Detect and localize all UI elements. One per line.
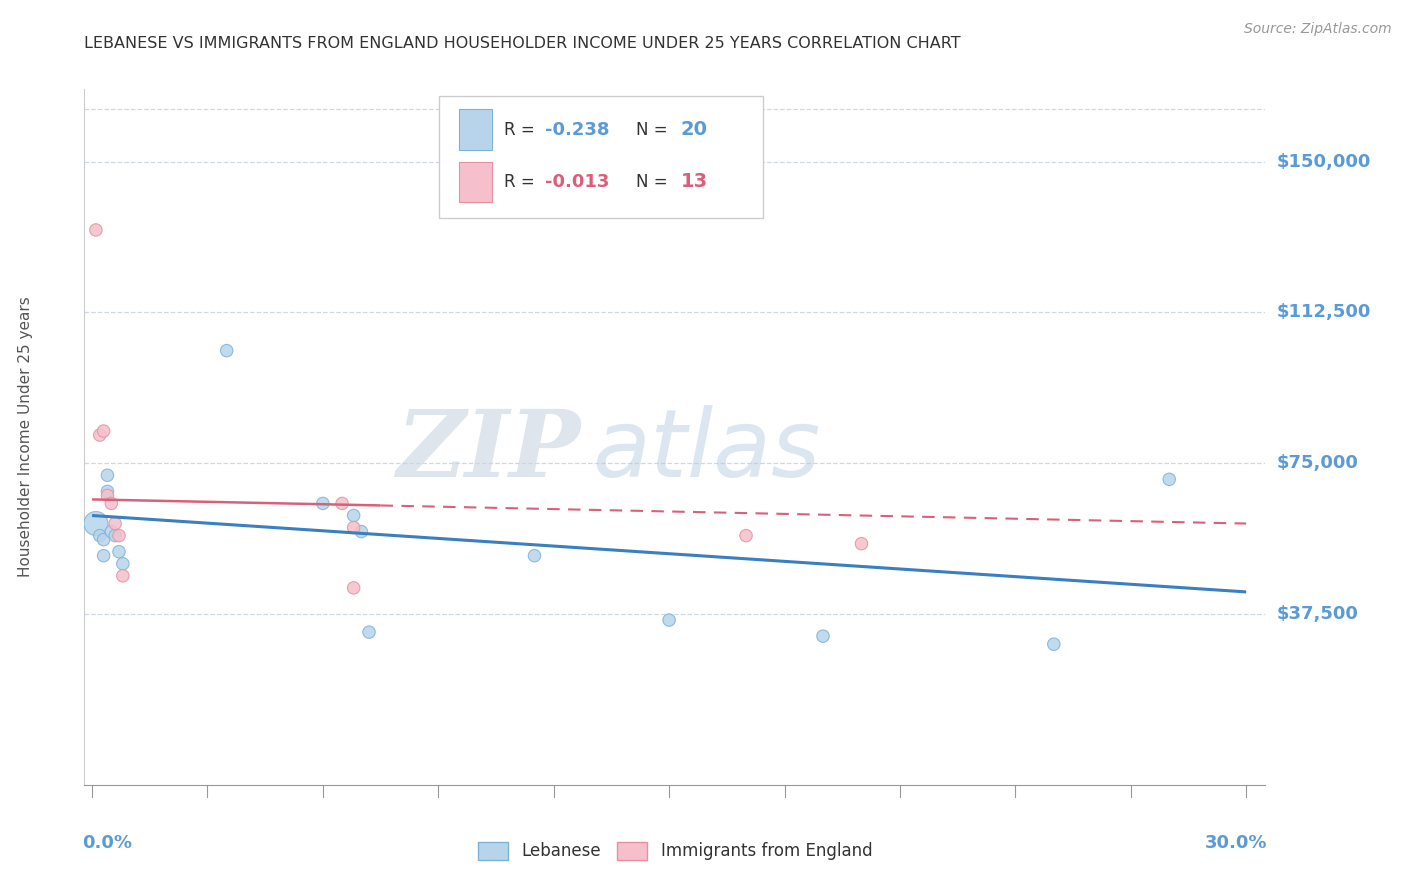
Text: 30.0%: 30.0%: [1205, 834, 1268, 852]
Point: [215, 343, 238, 358]
FancyBboxPatch shape: [458, 110, 492, 150]
Point: [658, 613, 681, 627]
Point: [111, 557, 134, 571]
Text: Source: ZipAtlas.com: Source: ZipAtlas.com: [1244, 22, 1392, 37]
Point: [89, 528, 111, 542]
Point: [811, 629, 834, 643]
Point: [93, 549, 115, 563]
Text: R =: R =: [503, 173, 534, 191]
Text: $75,000: $75,000: [1277, 454, 1358, 472]
Point: [108, 528, 131, 542]
Point: [343, 581, 366, 595]
Text: $112,500: $112,500: [1277, 303, 1371, 321]
Text: R =: R =: [503, 120, 534, 138]
FancyBboxPatch shape: [458, 161, 492, 202]
Point: [523, 549, 546, 563]
Point: [84, 223, 107, 237]
Text: N =: N =: [636, 173, 668, 191]
Point: [96, 488, 118, 502]
Text: -0.013: -0.013: [546, 173, 609, 191]
Point: [330, 496, 353, 510]
Text: Householder Income Under 25 years: Householder Income Under 25 years: [18, 297, 32, 577]
Point: [735, 528, 758, 542]
Point: [100, 524, 122, 539]
Point: [84, 516, 107, 531]
Point: [312, 496, 335, 510]
Text: 20: 20: [681, 120, 707, 139]
Text: ZIP: ZIP: [396, 406, 581, 496]
Text: $150,000: $150,000: [1277, 153, 1371, 170]
Text: $37,500: $37,500: [1277, 605, 1358, 623]
FancyBboxPatch shape: [439, 96, 763, 218]
Point: [1159, 472, 1181, 486]
Point: [108, 544, 131, 558]
Point: [89, 428, 111, 442]
Point: [350, 524, 373, 539]
Point: [96, 484, 118, 499]
Text: LEBANESE VS IMMIGRANTS FROM ENGLAND HOUSEHOLDER INCOME UNDER 25 YEARS CORRELATIO: LEBANESE VS IMMIGRANTS FROM ENGLAND HOUS…: [84, 36, 960, 51]
Text: 13: 13: [681, 172, 707, 191]
Legend: Lebanese, Immigrants from England: Lebanese, Immigrants from England: [471, 835, 879, 867]
Text: 0.0%: 0.0%: [82, 834, 132, 852]
Point: [1043, 637, 1066, 651]
Point: [104, 528, 127, 542]
Point: [93, 533, 115, 547]
Point: [357, 625, 380, 640]
Point: [104, 516, 127, 531]
Point: [851, 536, 873, 550]
Point: [111, 569, 134, 583]
Point: [96, 468, 118, 483]
Text: N =: N =: [636, 120, 668, 138]
Point: [93, 424, 115, 438]
Text: -0.238: -0.238: [546, 120, 609, 138]
Point: [343, 520, 366, 534]
Point: [100, 496, 122, 510]
Text: atlas: atlas: [592, 406, 821, 497]
Point: [343, 508, 366, 523]
